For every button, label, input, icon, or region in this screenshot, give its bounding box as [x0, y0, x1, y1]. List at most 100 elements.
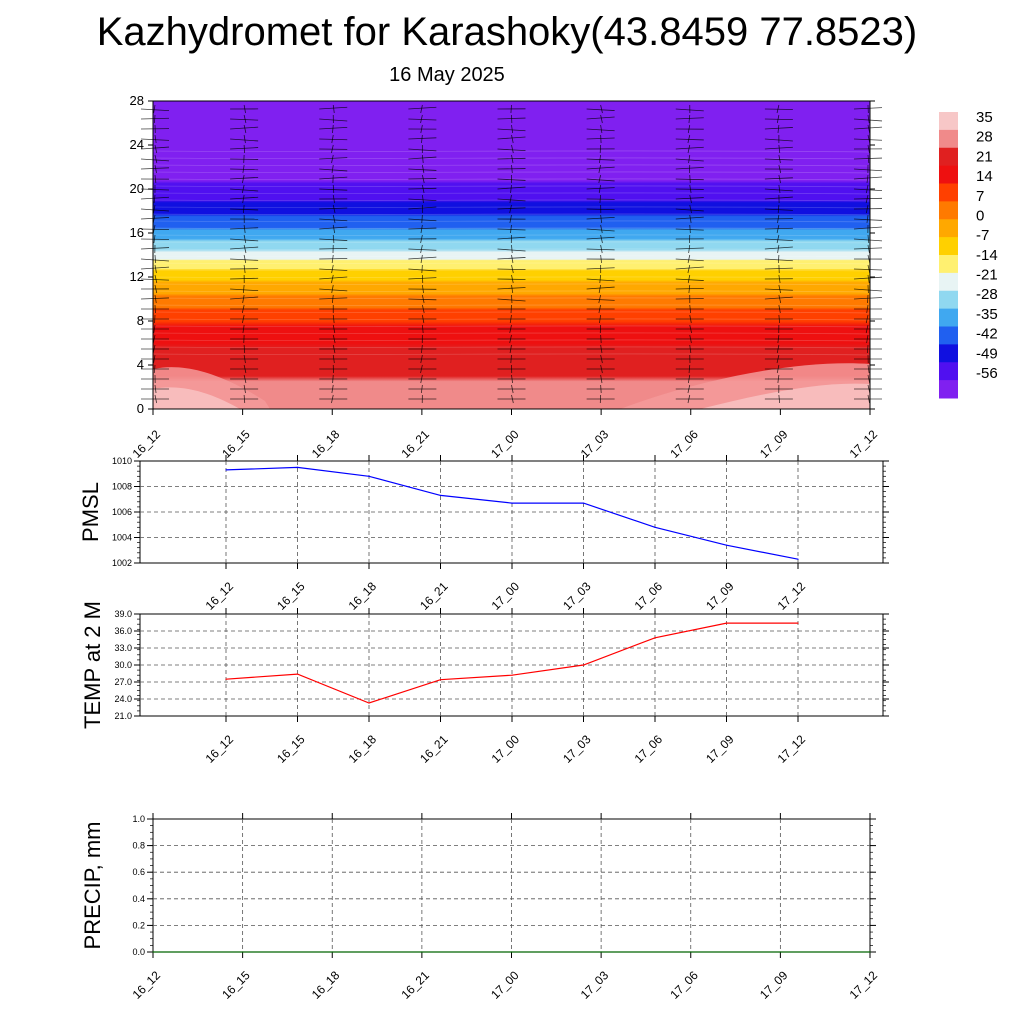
wind-barb-staff	[600, 234, 603, 244]
wind-barb-staff	[332, 214, 336, 224]
colorbar-label: -42	[976, 326, 998, 343]
wind-barb	[586, 187, 615, 190]
wind-barb-staff	[331, 274, 334, 284]
wind-barb-staff	[867, 114, 870, 124]
wind-barb	[586, 178, 615, 182]
wind-barb	[764, 296, 793, 300]
wind-barb-staff	[421, 194, 424, 204]
colorbar-swatch	[939, 272, 958, 292]
wind-barb-staff	[152, 224, 156, 234]
wind-barb-staff	[509, 344, 512, 354]
precip-panel-x-tick-label: 17_00	[488, 968, 522, 1002]
pmsl-panel-data-point	[368, 475, 370, 477]
wind-barb-staff	[598, 284, 602, 294]
colorbar-swatch	[939, 112, 958, 131]
wind-barb-staff	[866, 174, 869, 184]
wind-barb-staff	[331, 254, 334, 264]
wind-barb-staff	[689, 224, 691, 234]
wind-barb-staff	[421, 324, 424, 334]
wind-barb	[497, 157, 526, 160]
wind-barb-staff	[332, 184, 335, 194]
wind-barb-staff	[243, 114, 247, 124]
wind-barb-staff	[777, 124, 780, 134]
wind-barb	[408, 256, 437, 260]
wind-barb-staff	[599, 274, 602, 284]
wind-barb	[230, 196, 259, 200]
wind-barb	[586, 236, 615, 240]
pmsl-panel-data-point	[439, 494, 442, 497]
precip-panel-data-point	[242, 951, 244, 953]
precip-panel-data-point	[600, 951, 602, 953]
contour-line	[152, 318, 871, 321]
temp-panel-data-point	[296, 673, 299, 675]
wind-barb-staff	[598, 294, 602, 304]
wind-barb	[586, 116, 615, 120]
temp-panel-y-tick-label: 33.0	[114, 643, 132, 653]
wind-barb-staff	[509, 204, 512, 214]
wind-barb-staff	[242, 294, 245, 304]
wind-barb-staff	[600, 354, 603, 364]
temp-panel-x-tick-label: 17_03	[560, 732, 594, 766]
wind-barb-staff	[332, 194, 335, 204]
wind-barb	[853, 238, 883, 242]
wind-barb-staff	[689, 184, 692, 194]
wind-barb-staff	[865, 324, 869, 334]
wind-barb-staff	[243, 134, 246, 144]
precip-panel-x-tick-label: 17_12	[847, 968, 881, 1002]
wind-barb-staff	[243, 384, 246, 394]
warm-patch-right-core	[700, 383, 870, 409]
wind-barb-staff	[510, 354, 512, 364]
wind-barb-staff	[510, 104, 512, 114]
colorbar-label: 0	[976, 207, 984, 224]
wind-barb	[140, 278, 170, 281]
wind-barb-staff	[778, 184, 781, 194]
temp-panel-x-tick-label: 16_21	[417, 732, 451, 766]
contour-line	[152, 276, 871, 279]
wind-barb-staff	[866, 184, 869, 194]
wind-barb-staff	[511, 254, 514, 264]
wind-barb-staff	[511, 384, 514, 394]
contour-line	[152, 346, 871, 349]
wind-barb-staff	[420, 354, 423, 364]
heatmap-x-tick-label: 17_09	[757, 427, 791, 461]
wind-barb-staff	[867, 394, 870, 404]
wind-barb	[319, 288, 348, 292]
temp-panel-y-tick-label: 24.0	[114, 694, 132, 704]
wind-barb	[408, 248, 437, 251]
heatmap-panel: 0 4 8 12 16 20 24 28 16_12 16_15 16_18 16_21 17_00 17…	[130, 93, 883, 461]
wind-barb-staff	[242, 284, 245, 294]
wind-barb-staff	[776, 344, 780, 354]
wind-barb	[764, 238, 793, 242]
wind-barb-staff	[420, 374, 423, 384]
colorbar-label: -28	[976, 286, 998, 303]
wind-barb	[497, 148, 526, 152]
wind-barb-staff	[332, 344, 336, 354]
wind-barb	[764, 227, 793, 230]
pmsl-panel-x-tick-label: 16_12	[203, 579, 237, 613]
wind-barb	[230, 288, 259, 292]
wind-barb	[764, 158, 793, 161]
contour-line	[152, 213, 871, 216]
wind-barb	[230, 118, 259, 121]
wind-barb-staff	[687, 374, 691, 384]
contour-line	[152, 290, 871, 293]
wind-barb	[230, 138, 259, 142]
pmsl-panel-data-point	[797, 558, 799, 560]
wind-barb-staff	[777, 374, 780, 384]
temp-panel-data-point	[582, 664, 585, 666]
wind-barb-staff	[154, 164, 157, 174]
wind-barb	[764, 246, 793, 250]
precip-panel-data-point	[779, 951, 781, 953]
wind-barb-staff	[511, 124, 514, 134]
wind-barb-staff	[778, 284, 781, 294]
wind-barb-staff	[421, 304, 425, 314]
pmsl-panel-x-tick-label: 16_15	[274, 579, 308, 613]
contour-line	[152, 185, 871, 188]
colorbar-swatch	[939, 362, 958, 381]
heatmap-x-tick-label: 16_15	[219, 427, 253, 461]
wind-barb	[675, 216, 704, 220]
contour-line	[152, 269, 871, 272]
heatmap-y-tick-label: 4	[137, 357, 144, 372]
wind-barb	[230, 126, 259, 130]
wind-barb	[586, 128, 615, 132]
